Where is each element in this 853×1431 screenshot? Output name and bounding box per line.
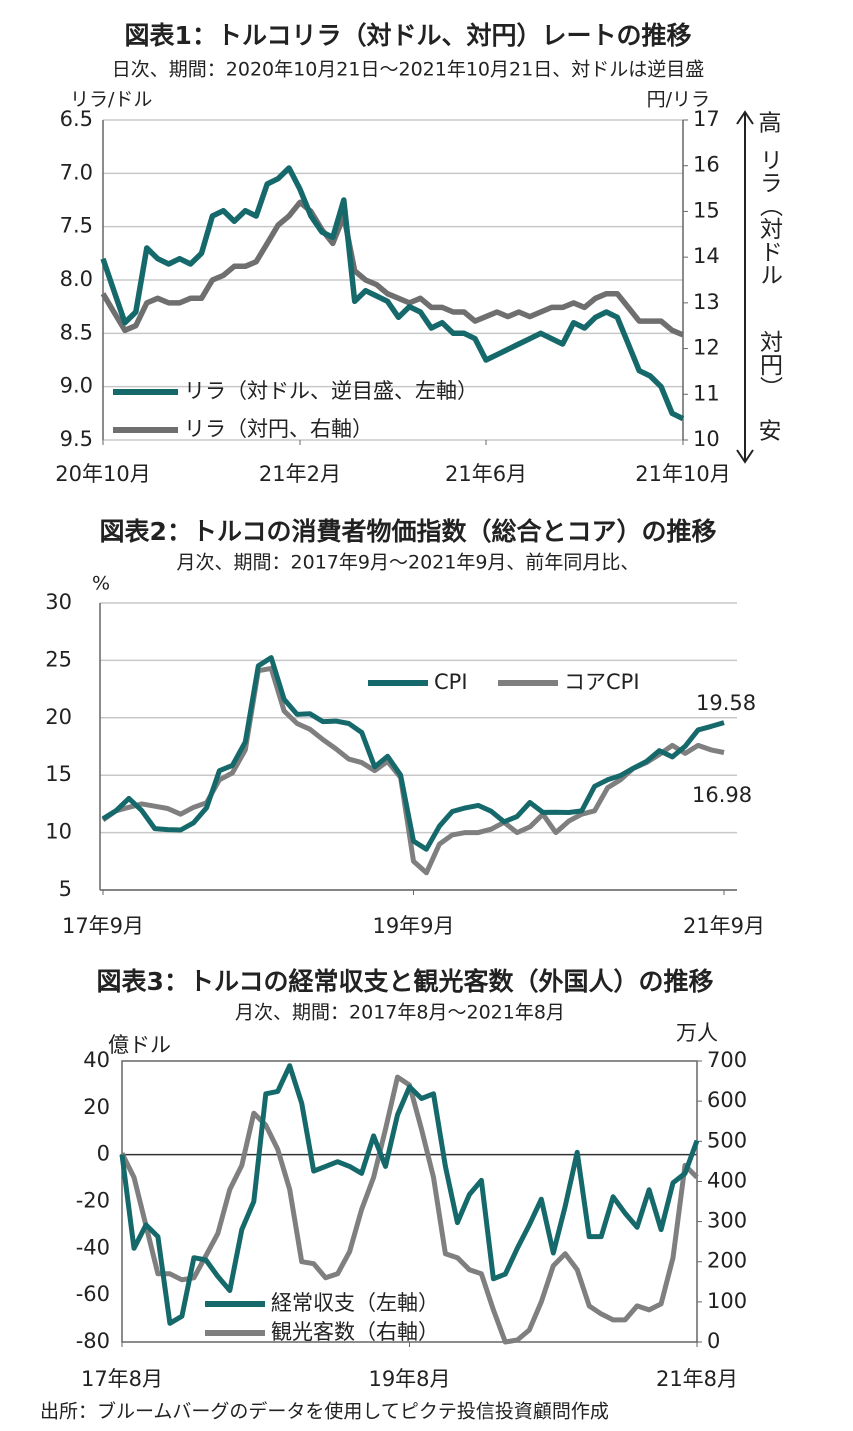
x-tick-label: 19年9月 [372, 914, 454, 938]
value-label: 19.58 [696, 691, 756, 715]
y-tick-label: 9.0 [60, 374, 93, 398]
series-line [101, 655, 725, 852]
chart-subtitle: 月次、期間：2017年8月～2021年8月 [235, 1002, 565, 1024]
y2-tick-label: 17 [693, 107, 720, 131]
y2-tick-label: 500 [707, 1128, 747, 1152]
legend-label: 観光客数（右軸） [271, 1320, 439, 1344]
y-tick-label: 40 [83, 1048, 110, 1072]
annotation: 安 [759, 419, 782, 445]
y-tick-label: 10 [45, 820, 72, 844]
y-tick-label: -20 [76, 1189, 110, 1213]
legend-label: リラ（対ドル、逆目盛、左軸） [184, 379, 478, 403]
annotation: 高 [759, 111, 782, 137]
legend-label: CPI [434, 670, 468, 694]
y-axis-label: % [92, 573, 110, 595]
chart-subtitle: 日次、期間：2020年10月21日～2021年10月21日、対ドルは逆目盛 [112, 59, 704, 81]
x-tick-label: 19年8月 [368, 1367, 450, 1391]
y-tick-label: -40 [76, 1235, 110, 1259]
x-tick-label: 17年9月 [62, 914, 144, 938]
series-line [119, 1063, 700, 1326]
x-tick-label: 17年8月 [81, 1367, 163, 1391]
x-tick-label: 21年9月 [683, 914, 765, 938]
y-tick-label: -60 [76, 1282, 110, 1306]
y2-tick-label: 10 [693, 427, 720, 451]
y2-tick-label: 15 [693, 198, 720, 222]
annotation: 対円） [756, 330, 784, 399]
y2-tick-label: 14 [693, 244, 720, 268]
x-tick-label: 20年10月 [55, 462, 150, 486]
chart-title: 図表1：トルコリラ（対ドル、対円）レートの推移 [125, 21, 692, 50]
y-tick-label: 20 [83, 1095, 110, 1119]
annotation: リラ（対ドル [756, 148, 784, 286]
series-line [100, 199, 685, 338]
y-tick-label: 7.5 [60, 214, 93, 238]
value-label: 16.98 [692, 783, 752, 807]
y2-tick-label: 200 [707, 1249, 747, 1273]
x-tick-label: 21年10月 [635, 462, 730, 486]
y2-axis-label: 円/リラ [647, 89, 710, 111]
arrow-heads [736, 110, 754, 464]
y2-tick-label: 400 [707, 1168, 747, 1192]
y2-axis-label: 万人 [676, 1021, 718, 1045]
y-tick-label: 0 [97, 1142, 110, 1166]
y2-tick-label: 0 [707, 1329, 720, 1353]
y2-tick-label: 300 [707, 1209, 747, 1233]
y-tick-label: 7.0 [60, 160, 93, 184]
y-tick-label: 6.5 [60, 107, 93, 131]
chart-subtitle: 月次、期間：2017年9月～2021年9月、前年同月比、 [177, 552, 640, 574]
y2-tick-label: 700 [707, 1048, 747, 1072]
y2-tick-label: 11 [693, 381, 720, 405]
y-axis-label: リラ/ドル [70, 89, 152, 111]
y-tick-label: 8.5 [60, 320, 93, 344]
y2-tick-label: 16 [693, 153, 720, 177]
y2-tick-label: 13 [693, 290, 720, 314]
y-tick-label: 20 [45, 705, 72, 729]
y-tick-label: 25 [45, 647, 72, 671]
y-tick-label: 30 [45, 590, 72, 614]
y2-tick-label: 12 [693, 336, 720, 360]
chart-title: 図表2：トルコの消費者物価指数（総合とコア）の推移 [100, 517, 717, 546]
legend-label: コアCPI [564, 670, 640, 694]
legend-label: 経常収支（左軸） [271, 1291, 439, 1315]
x-tick-label: 21年8月 [656, 1367, 738, 1391]
y-tick-label: 9.5 [60, 427, 93, 451]
y2-tick-label: 100 [707, 1289, 747, 1313]
x-tick-label: 21年6月 [445, 462, 527, 486]
y-axis-label: 億ドル [108, 1033, 171, 1057]
y2-tick-label: 600 [707, 1088, 747, 1112]
y-tick-label: 5 [59, 877, 72, 901]
series-line [100, 165, 685, 422]
legend-label: リラ（対円、右軸） [184, 417, 373, 441]
y-tick-label: 15 [45, 762, 72, 786]
source-note: 出所：ブルームバーグのデータを使用してピクテ投信投資顧問作成 [40, 1400, 609, 1423]
chart-title: 図表3：トルコの経常収支と観光客数（外国人）の推移 [97, 967, 714, 996]
y-tick-label: 8.0 [60, 267, 93, 291]
y-tick-label: -80 [76, 1329, 110, 1353]
x-tick-label: 21年2月 [259, 462, 341, 486]
